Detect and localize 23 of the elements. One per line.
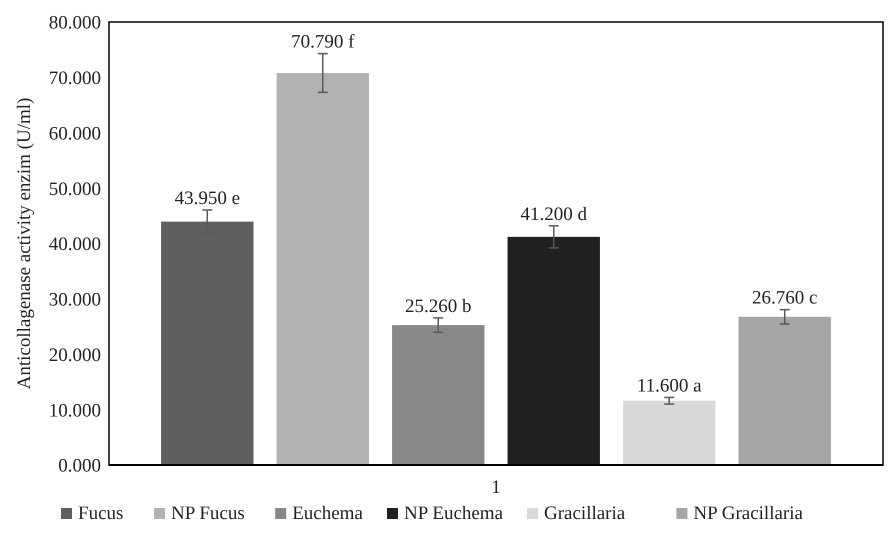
y-tick-label: 10.000: [48, 400, 101, 422]
y-tick-label: 50.000: [48, 178, 101, 200]
data-label: 41.200 d: [520, 204, 588, 225]
legend-label: Euchema: [292, 503, 364, 524]
legend-label: NP Fucus: [171, 503, 245, 524]
legend-label: Fucus: [78, 503, 124, 524]
legend-label: NP Gracillaria: [693, 503, 804, 524]
y-tick-label: 40.000: [48, 234, 101, 256]
x-tick-label: 1: [491, 477, 501, 498]
y-tick-label: 80.000: [48, 12, 101, 34]
legend-label: NP Euchema: [404, 503, 504, 524]
data-label: 43.950 e: [174, 188, 240, 209]
legend-label: Gracillaria: [544, 503, 626, 524]
y-tick-label: 0.000: [58, 456, 101, 477]
data-label: 25.260 b: [405, 296, 472, 317]
y-tick-label: 20.000: [48, 344, 101, 366]
y-tick-label: 30.000: [48, 290, 101, 311]
y-tick-label: 70.000: [48, 68, 101, 90]
y-tick-label: 60.000: [48, 123, 101, 144]
data-label: 26.760 c: [752, 288, 818, 309]
data-label: 70.790 f: [291, 32, 356, 53]
data-label: 11.600 a: [636, 375, 702, 396]
y-axis-title: Anticollagenase activity enzim (U/ml): [14, 98, 35, 390]
